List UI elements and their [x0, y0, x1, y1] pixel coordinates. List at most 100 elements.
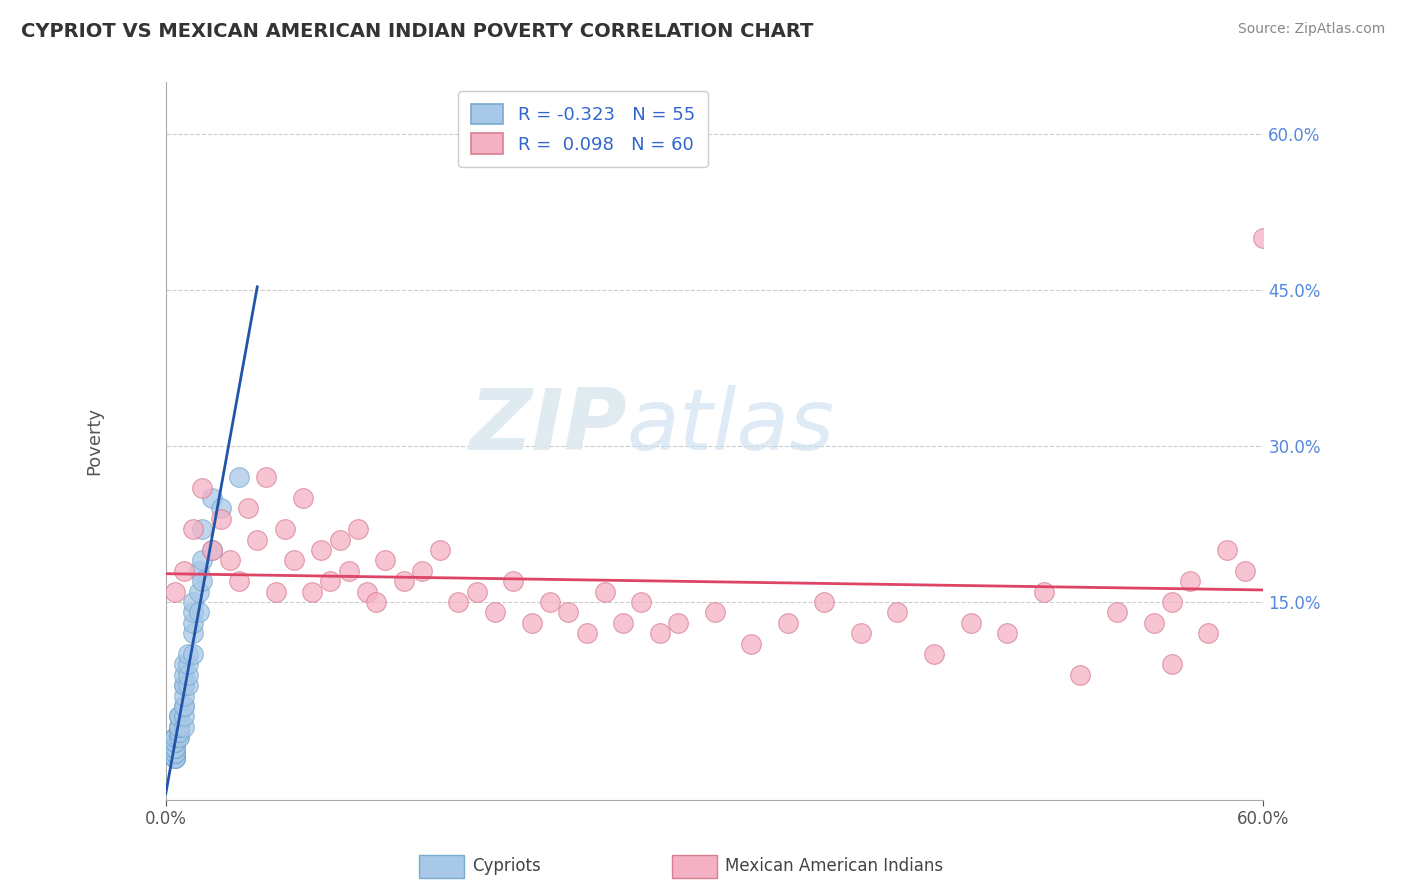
Point	[163, 735, 186, 749]
Point	[163, 730, 186, 744]
Point	[329, 533, 352, 547]
Point	[236, 501, 259, 516]
Text: CYPRIOT VS MEXICAN AMERICAN INDIAN POVERTY CORRELATION CHART: CYPRIOT VS MEXICAN AMERICAN INDIAN POVER…	[21, 22, 814, 41]
Point	[1178, 574, 1201, 588]
Point	[575, 626, 598, 640]
Point	[167, 725, 190, 739]
Point	[200, 542, 222, 557]
Text: ZIP: ZIP	[470, 384, 627, 468]
Point	[163, 735, 186, 749]
Point	[366, 595, 388, 609]
Point	[273, 522, 295, 536]
Point	[163, 740, 186, 755]
Point	[228, 470, 250, 484]
Point	[163, 751, 186, 765]
Point	[813, 595, 835, 609]
Point	[173, 698, 195, 713]
Point	[374, 553, 396, 567]
Point	[228, 574, 250, 588]
Point	[703, 605, 725, 619]
Point	[173, 678, 195, 692]
Point	[163, 751, 186, 765]
Point	[200, 542, 222, 557]
Point	[191, 522, 214, 536]
Point	[163, 740, 186, 755]
Point	[167, 709, 190, 723]
Legend: R = -0.323   N = 55, R =  0.098   N = 60: R = -0.323 N = 55, R = 0.098 N = 60	[458, 91, 707, 167]
Point	[163, 746, 186, 760]
Point	[959, 615, 981, 630]
Point	[181, 626, 204, 640]
Point	[301, 584, 323, 599]
Point	[1216, 542, 1239, 557]
Point	[173, 720, 195, 734]
Point	[429, 542, 451, 557]
Point	[209, 512, 232, 526]
Point	[181, 605, 204, 619]
Point	[167, 720, 190, 734]
Point	[776, 615, 799, 630]
Point	[849, 626, 872, 640]
Point	[163, 730, 186, 744]
Point	[163, 740, 186, 755]
Point	[167, 709, 190, 723]
Point	[173, 657, 195, 672]
Point	[163, 751, 186, 765]
Point	[538, 595, 561, 609]
Text: atlas: atlas	[627, 384, 835, 468]
Point	[1069, 667, 1091, 681]
Point	[163, 584, 186, 599]
Point	[181, 647, 204, 661]
Point	[163, 740, 186, 755]
Point	[740, 636, 762, 650]
Point	[181, 595, 204, 609]
Point	[995, 626, 1018, 640]
Point	[520, 615, 543, 630]
Text: Cypriots: Cypriots	[472, 857, 541, 875]
Point	[1105, 605, 1128, 619]
Point	[630, 595, 652, 609]
Point	[283, 553, 305, 567]
Point	[666, 615, 689, 630]
Point	[1160, 657, 1182, 672]
Point	[319, 574, 342, 588]
Point	[177, 678, 200, 692]
Point	[181, 522, 204, 536]
Point	[177, 657, 200, 672]
Point	[163, 746, 186, 760]
Point	[593, 584, 616, 599]
Point	[1032, 584, 1054, 599]
Point	[187, 605, 209, 619]
Point	[922, 647, 945, 661]
Point	[163, 751, 186, 765]
Point	[177, 647, 200, 661]
Point	[173, 678, 195, 692]
Point	[187, 564, 209, 578]
Point	[167, 730, 190, 744]
Point	[557, 605, 579, 619]
Point	[163, 735, 186, 749]
Point	[264, 584, 287, 599]
Point	[167, 709, 190, 723]
Point	[173, 564, 195, 578]
Point	[648, 626, 671, 640]
Point	[1253, 231, 1275, 245]
Point	[246, 533, 269, 547]
Point	[291, 491, 314, 505]
Point	[484, 605, 506, 619]
Point	[167, 720, 190, 734]
Point	[181, 615, 204, 630]
Point	[187, 584, 209, 599]
Y-axis label: Poverty: Poverty	[86, 407, 103, 475]
Point	[200, 491, 222, 505]
Point	[167, 720, 190, 734]
Text: Source: ZipAtlas.com: Source: ZipAtlas.com	[1237, 22, 1385, 37]
Point	[167, 730, 190, 744]
Point	[209, 501, 232, 516]
Point	[218, 553, 240, 567]
Point	[886, 605, 908, 619]
Point	[465, 584, 488, 599]
Point	[163, 740, 186, 755]
Point	[392, 574, 415, 588]
Point	[191, 553, 214, 567]
